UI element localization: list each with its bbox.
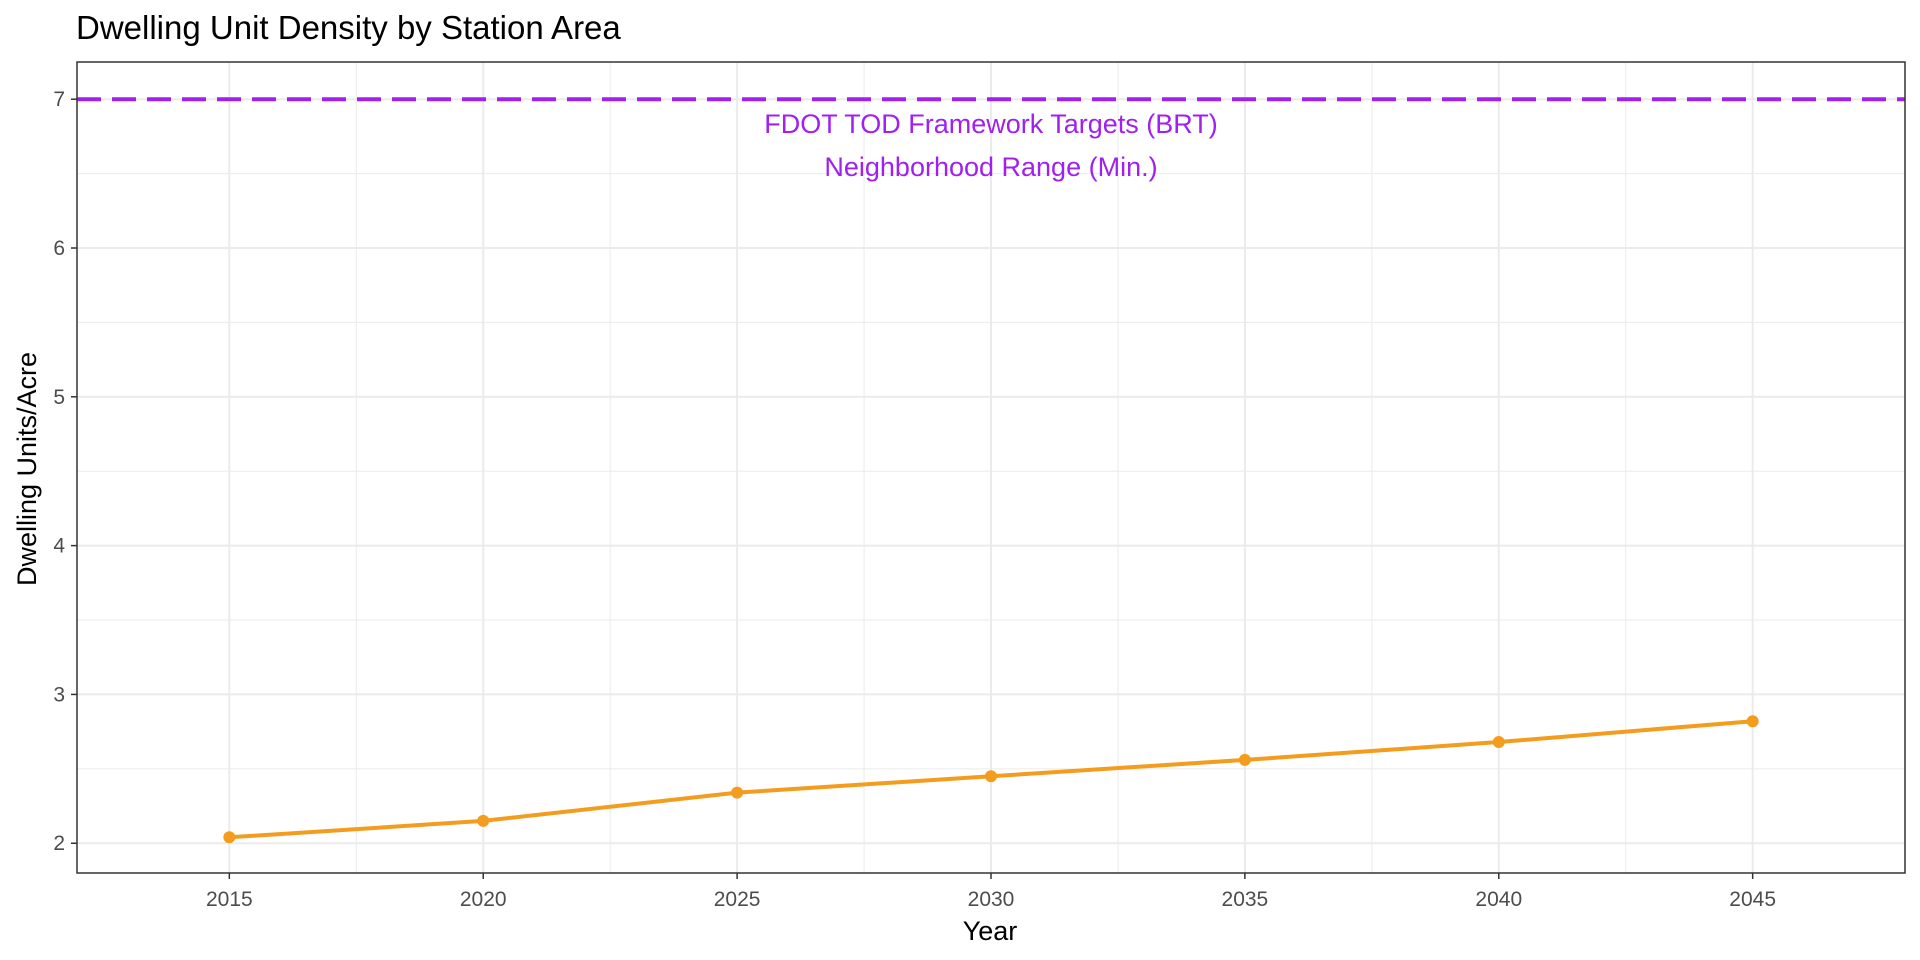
data-point xyxy=(985,770,997,783)
data-point xyxy=(477,814,490,827)
plot-area: 2 3 4 5 6 7 2015 2020 2025 2030 2035 2040 2045 FDOT T… xyxy=(53,61,1906,911)
y-tick-label: 3 xyxy=(53,683,65,706)
x-tick-label: 2015 xyxy=(206,888,253,911)
x-tick-label: 2020 xyxy=(460,888,507,911)
data-point xyxy=(1238,753,1251,766)
target-label-line: FDOT TOD Framework Targets (BRT) xyxy=(764,109,1218,139)
data-point xyxy=(731,786,744,799)
panel-border xyxy=(76,61,1906,874)
x-tick-label: 2035 xyxy=(1222,888,1269,911)
chart-title: Dwelling Unit Density by Station Area xyxy=(76,9,621,46)
x-tick-label: 2025 xyxy=(714,888,761,911)
y-tick-label: 5 xyxy=(53,386,65,409)
data-point xyxy=(1492,736,1505,749)
x-tick-label: 2030 xyxy=(968,888,1015,911)
x-tick-label: 2040 xyxy=(1475,888,1522,911)
target-label-line: Neighborhood Range (Min.) xyxy=(824,152,1157,182)
y-tick-label: 6 xyxy=(53,237,65,260)
x-axis-title: Year xyxy=(963,916,1018,946)
y-tick-label: 7 xyxy=(53,88,65,111)
data-point xyxy=(1746,715,1759,728)
data-point xyxy=(223,831,236,844)
y-axis-title: Dwelling Units/Acre xyxy=(12,352,42,586)
y-tick-label: 4 xyxy=(53,535,65,558)
x-tick-label: 2045 xyxy=(1729,888,1776,911)
y-tick-label: 2 xyxy=(53,832,65,855)
